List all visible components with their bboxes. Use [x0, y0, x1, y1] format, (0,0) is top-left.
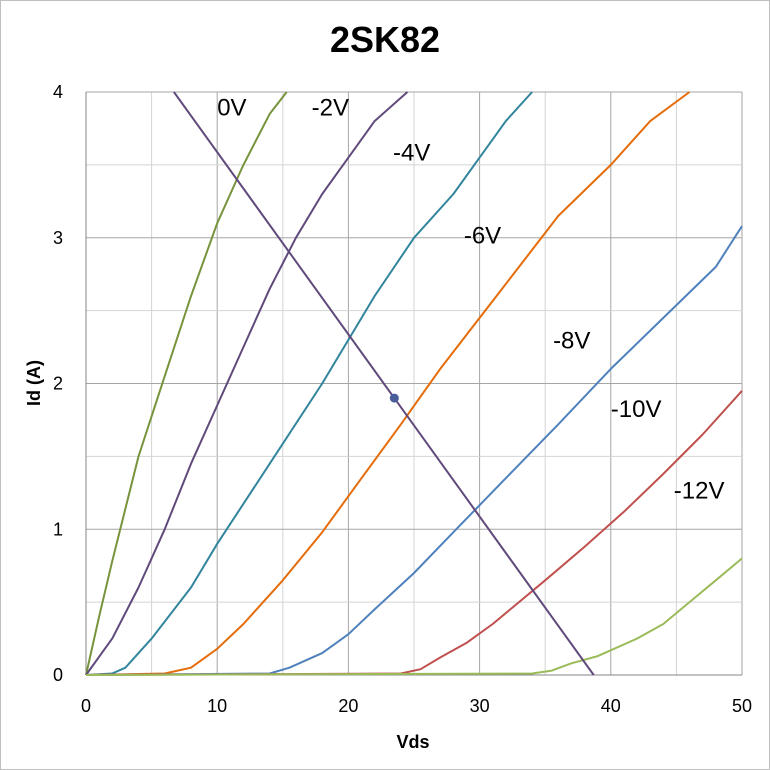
- operating-point: [389, 393, 399, 403]
- y-tick-label: 1: [53, 519, 63, 539]
- x-tick-label: 50: [732, 696, 752, 716]
- series-label: -2V: [312, 94, 349, 121]
- series-label: -12V: [674, 478, 725, 505]
- y-tick-label: 2: [53, 374, 63, 394]
- series-label: -4V: [393, 140, 430, 167]
- x-axis-label: Vds: [396, 732, 429, 752]
- series-line: [85, 91, 288, 676]
- grid: [85, 91, 743, 676]
- series-line: [85, 91, 533, 676]
- y-tick-label: 0: [53, 665, 63, 685]
- series-label: -10V: [611, 396, 662, 423]
- series-label: 0V: [217, 94, 246, 121]
- y-axis-label: Id (A): [24, 360, 44, 406]
- series-line: [85, 91, 691, 676]
- x-tick-label: 20: [338, 696, 358, 716]
- y-tick-label: 3: [53, 228, 63, 248]
- chart-title: 2SK82: [330, 19, 440, 60]
- series-line: [85, 390, 743, 676]
- series-labels: 0V -2V -4V -6V -8V -10V -12V: [217, 94, 724, 504]
- series-label: -6V: [464, 223, 501, 250]
- series-label: -8V: [553, 328, 590, 355]
- series-line: [85, 91, 409, 676]
- tick-labels: 0 10 20 30 40 50 0 1 2 3 4: [53, 82, 752, 716]
- x-tick-label: 10: [207, 696, 227, 716]
- x-tick-label: 30: [470, 696, 490, 716]
- x-tick-label: 40: [601, 696, 621, 716]
- x-tick-label: 0: [81, 696, 91, 716]
- y-tick-label: 4: [53, 82, 63, 102]
- series-line: [85, 557, 743, 676]
- series-line: [85, 225, 743, 676]
- series-group: [85, 91, 743, 676]
